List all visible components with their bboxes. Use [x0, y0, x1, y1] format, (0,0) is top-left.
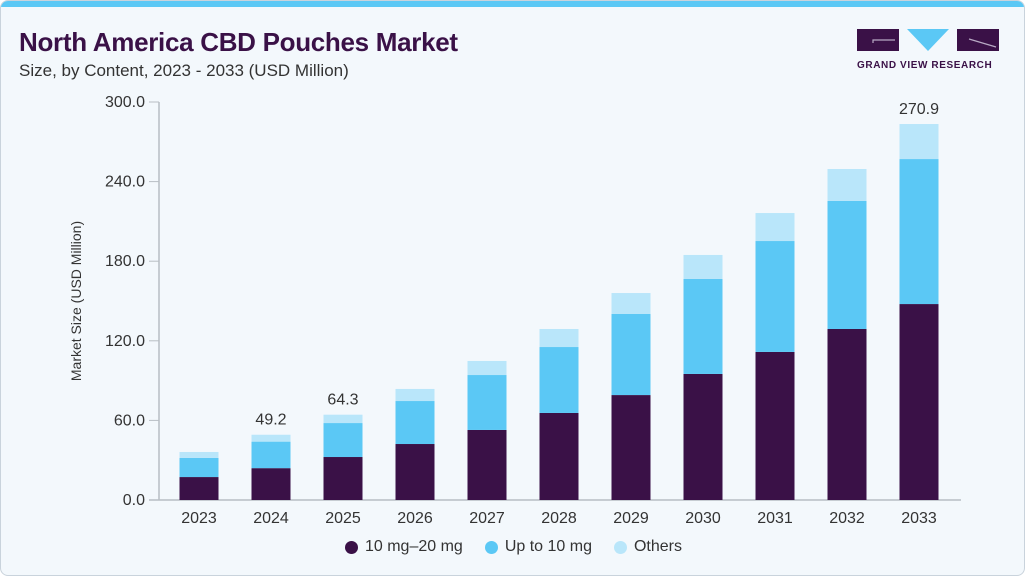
data-label-2024: 49.2 — [255, 412, 286, 429]
y-axis-label: Market Size (USD Million) — [68, 221, 84, 381]
bar-segment-2025-2 — [323, 414, 363, 424]
legend: 10 mg–20 mg Up to 10 mg Others — [1, 538, 1024, 556]
bar-segment-2027-1 — [467, 375, 507, 430]
bar-segment-2025-1 — [323, 423, 363, 458]
bar-segment-2033-2 — [899, 124, 939, 160]
bar-segment-2029-1 — [611, 314, 651, 396]
bar-segment-2030-0 — [683, 373, 723, 500]
bar-segment-2030-2 — [683, 254, 723, 279]
y-tick-label: 0.0 — [123, 492, 145, 509]
legend-item-others[interactable]: Others — [613, 538, 682, 556]
legend-label: Up to 10 mg — [504, 538, 592, 555]
bar-segment-2023-2 — [179, 451, 219, 458]
bar-segment-2030-1 — [683, 278, 723, 374]
bar-segment-2024-2 — [251, 434, 291, 442]
bar-segment-2033-1 — [899, 159, 939, 305]
x-tick-label: 2023 — [181, 510, 217, 527]
bar-segment-2026-0 — [395, 444, 435, 500]
bar-segment-2026-1 — [395, 401, 435, 445]
bar-segment-2028-1 — [539, 347, 579, 413]
chart-subtitle: Size, by Content, 2023 - 2033 (USD Milli… — [19, 61, 349, 80]
bar-segment-2027-0 — [467, 429, 507, 500]
legend-item-10-20mg[interactable]: 10 mg–20 mg — [344, 538, 463, 556]
bar-segment-2023-1 — [179, 457, 219, 478]
x-tick-label: 2028 — [541, 510, 577, 527]
logo-text: GRAND VIEW RESEARCH — [857, 60, 993, 71]
y-tick-label: 180.0 — [105, 253, 145, 270]
bar-segment-2028-0 — [539, 412, 579, 500]
bar-segment-2024-0 — [251, 468, 291, 500]
x-tick-label: 2033 — [901, 510, 937, 527]
x-tick-label: 2031 — [757, 510, 793, 527]
legend-label: 10 mg–20 mg — [364, 538, 463, 555]
x-tick-label: 2024 — [253, 510, 289, 527]
bar-segment-2026-2 — [395, 388, 435, 402]
legend-swatch — [484, 540, 498, 554]
y-tick-label: 120.0 — [105, 333, 145, 350]
bar-segment-2029-0 — [611, 395, 651, 500]
bar-segment-2032-1 — [827, 200, 867, 329]
chart-title: North America CBD Pouches Market — [19, 27, 458, 57]
bar-segment-2028-2 — [539, 328, 579, 348]
bar-segment-2029-2 — [611, 293, 651, 315]
top-accent-bar — [1, 1, 1024, 7]
bar-segment-2032-2 — [827, 168, 867, 201]
legend-label: Others — [633, 538, 682, 555]
bar-segment-2025-0 — [323, 457, 363, 500]
x-tick-label: 2032 — [829, 510, 865, 527]
bar-segment-2031-0 — [755, 351, 795, 500]
bar-segment-2027-2 — [467, 360, 507, 376]
bar-segment-2024-1 — [251, 441, 291, 469]
data-label-2033: 270.9 — [899, 101, 939, 118]
y-tick-label: 60.0 — [114, 412, 145, 429]
bar-segment-2033-0 — [899, 304, 939, 500]
y-tick-label: 240.0 — [105, 174, 145, 191]
x-tick-label: 2025 — [325, 510, 361, 527]
grand-view-research-logo — [857, 29, 999, 51]
x-tick-label: 2030 — [685, 510, 721, 527]
legend-swatch — [344, 540, 358, 554]
x-tick-label: 2029 — [613, 510, 649, 527]
legend-item-up-to-10mg[interactable]: Up to 10 mg — [484, 538, 592, 556]
legend-swatch — [613, 540, 627, 554]
bar-segment-2032-0 — [827, 328, 867, 500]
x-tick-label: 2027 — [469, 510, 505, 527]
bar-segment-2023-0 — [179, 477, 219, 500]
bar-segment-2031-1 — [755, 241, 795, 352]
data-label-2025: 64.3 — [327, 392, 358, 409]
x-tick-label: 2026 — [397, 510, 433, 527]
y-tick-label: 300.0 — [105, 94, 145, 111]
bar-segment-2031-2 — [755, 213, 795, 242]
